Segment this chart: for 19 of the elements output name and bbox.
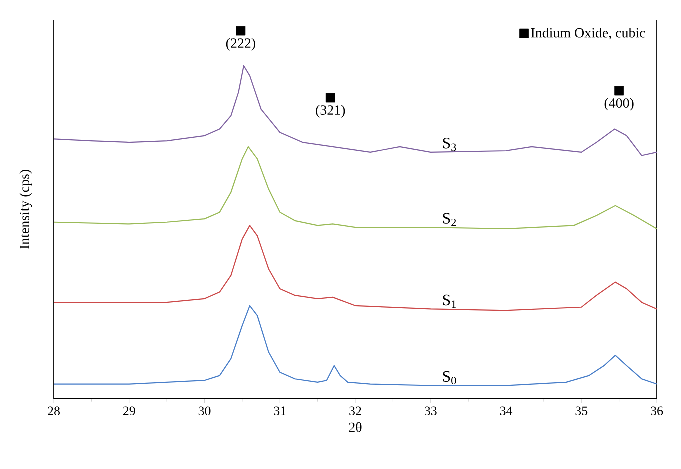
- annotation: (400): [604, 98, 634, 111]
- x-tick-label: 29: [123, 406, 136, 416]
- x-tick-label: 33: [425, 406, 437, 416]
- legend-label: Indium Oxide, cubic: [531, 28, 646, 40]
- x-tick-label: 36: [651, 406, 664, 416]
- x-tick-label: 35: [576, 406, 588, 416]
- series-label: S$_{1}$: [443, 294, 456, 308]
- x-tick-label: 30: [198, 406, 211, 416]
- y-axis-title: Intensity (cps): [20, 170, 32, 250]
- annotation: (321): [316, 105, 346, 118]
- series-label: S$_{2}$: [443, 213, 456, 226]
- series-label: S$_{0}$: [443, 371, 456, 385]
- series-label: S$_{3}$: [443, 138, 456, 152]
- x-tick-label: 28: [48, 406, 60, 416]
- annotation: (222): [226, 38, 256, 51]
- x-axis-title: 2θ: [349, 422, 362, 432]
- x-tick-label: 32: [350, 406, 362, 416]
- x-tick-label: 31: [274, 406, 286, 416]
- x-tick-label: 34: [500, 406, 513, 416]
